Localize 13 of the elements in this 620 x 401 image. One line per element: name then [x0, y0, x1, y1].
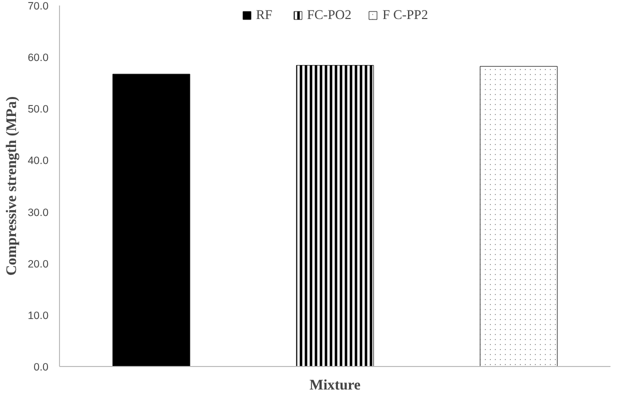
y-tick-label: 10.0 [28, 310, 49, 322]
y-tick-label: 40.0 [28, 155, 49, 168]
legend-label: RF [256, 7, 274, 23]
y-tick-label: 60.0 [28, 52, 49, 64]
y-axis-title: Compressive strength (MPa) [4, 96, 20, 276]
y-tick-label: 70.0 [28, 0, 49, 12]
legend-label: FC-PO2 [306, 7, 352, 23]
x-axis-title: Mixture [309, 378, 361, 394]
y-tick-label: 20.0 [28, 258, 49, 270]
y-tick-label: 30.0 [28, 206, 49, 219]
y-tick-label: 0.0 [34, 362, 49, 374]
y-tick-label: 50.0 [28, 104, 49, 116]
legend-label: F C-PP2 [382, 7, 428, 23]
